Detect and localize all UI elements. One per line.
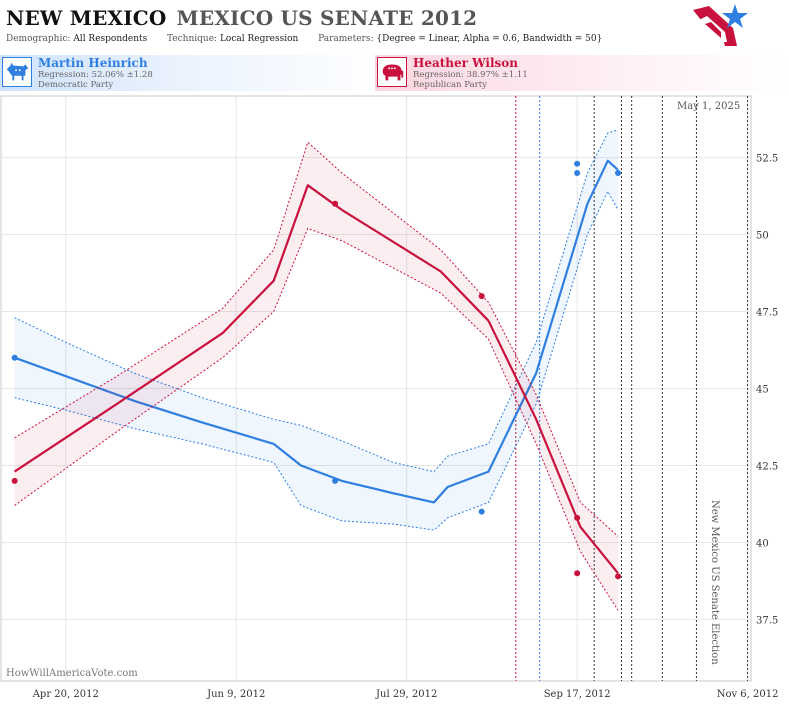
y-tick-label: 52.5 (756, 154, 778, 165)
rep-candidate-bar: Heather Wilson Regression: 38.97% ±1.11 … (375, 55, 789, 91)
election-label: New Mexico US Senate Election (709, 500, 720, 665)
rep-poll-point (574, 570, 581, 577)
y-tick-label: 45 (756, 385, 769, 396)
rep-upper-bound (14, 141, 619, 537)
rep-regression-line (13, 184, 619, 574)
parameters-label: Parameters: (318, 34, 374, 44)
dem-poll-point (574, 160, 581, 167)
y-tick-label: 47.5 (756, 308, 778, 319)
dem-poll-point (478, 508, 485, 515)
x-tick-label: Jun 9, 2012 (206, 689, 265, 700)
demographic-value: All Respondents (73, 34, 148, 44)
technique-value: Local Regression (219, 34, 299, 44)
y-tick-label: 40 (756, 538, 769, 549)
rep-poll-point (332, 200, 339, 207)
site-logo[interactable] (691, 2, 751, 48)
dem-candidate-name: Martin Heinrich (38, 56, 148, 70)
y-tick-label: 37.5 (756, 615, 778, 626)
state-title: NEW MEXICO (6, 6, 167, 30)
y-tick-label: 50 (756, 231, 769, 242)
dem-poll-point (332, 477, 339, 484)
parameters-value: {Degree = Linear, Alpha = 0.6, Bandwidth… (376, 34, 603, 44)
rep-lower-bound (14, 227, 619, 611)
rep-poll-point (11, 477, 18, 484)
x-tick-label: Nov 6, 2012 (717, 689, 779, 700)
dem-regression-line (14, 159, 619, 504)
dem-poll-point (11, 354, 18, 361)
dem-candidate-bar: Martin Heinrich Regression: 52.06% ±1.28… (0, 55, 390, 91)
rep-candidate-name: Heather Wilson (413, 56, 519, 70)
rep-poll-point (478, 293, 485, 300)
x-tick-label: Jul 29, 2012 (375, 689, 437, 700)
watermark[interactable]: HowWillAmericaVote.com (6, 668, 138, 679)
dem-lower-bound (14, 190, 619, 531)
demographic-label: Demographic: (6, 34, 71, 44)
rep-regression: Regression: 38.97% ±1.11 (413, 70, 528, 80)
technique-label: Technique: (167, 34, 218, 44)
dem-poll-point (574, 169, 581, 176)
race-title: MEXICO US SENATE 2012 (176, 6, 478, 30)
dem-confidence-band (14, 129, 619, 531)
x-tick-label: Apr 20, 2012 (32, 689, 99, 700)
y-tick-label: 42.5 (756, 461, 778, 472)
as-of-date: May 1, 2025 (677, 101, 741, 112)
x-tick-label: Sep 17, 2012 (544, 689, 611, 700)
page-title: NEW MEXICO MEXICO US SENATE 2012 (6, 6, 477, 30)
rep-party: Republican Party (413, 80, 487, 90)
rep-poll-point (615, 573, 622, 580)
dem-poll-point (615, 169, 622, 176)
dem-upper-bound (14, 129, 619, 473)
dem-party: Democratic Party (38, 80, 114, 90)
rep-poll-point (574, 514, 581, 521)
parameters-line: Demographic: All Respondents Technique: … (6, 34, 602, 44)
rep-confidence-band (14, 142, 619, 611)
elephant-icon (377, 57, 407, 87)
dem-regression: Regression: 52.06% ±1.28 (38, 70, 153, 80)
donkey-icon (2, 57, 32, 87)
